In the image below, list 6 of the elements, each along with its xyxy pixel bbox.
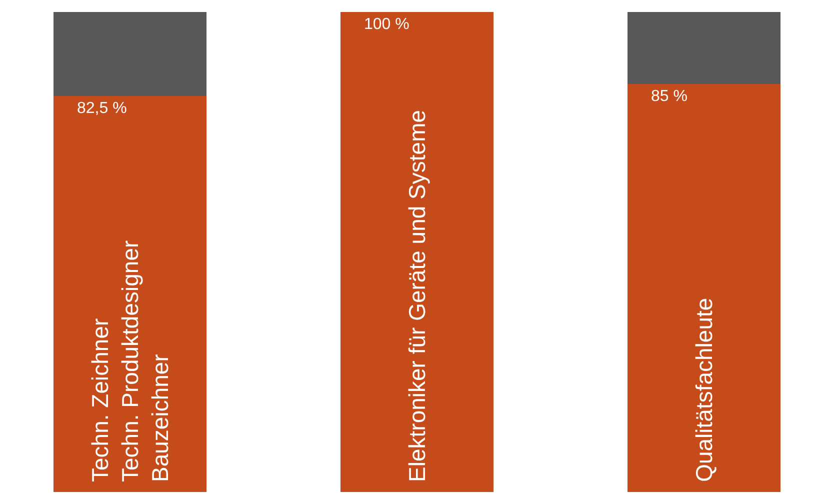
data-label: 85 % [651,88,688,105]
data-label: 82,5 % [77,100,127,117]
x-tick-label: Qualitätsfachleute [690,298,717,482]
x-tick-label: Techn. Zeichner Techn. Produktdesigner Bauzeichner [87,240,173,482]
data-label: 100 % [364,16,410,33]
x-tick-label: Elektroniker für Geräte und Systeme [404,110,430,482]
